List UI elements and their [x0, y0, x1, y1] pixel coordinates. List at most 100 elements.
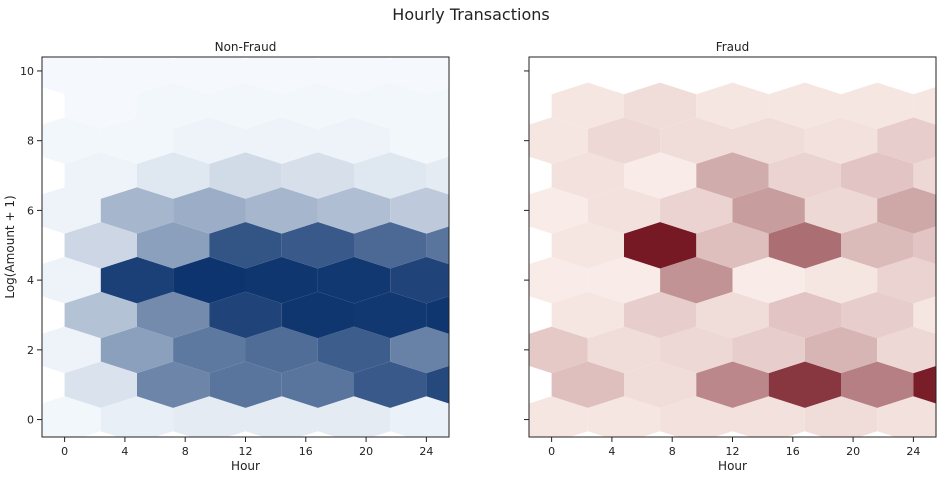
hex-cell [732, 117, 805, 164]
x-tick-label: 0 [61, 445, 68, 458]
hex-cell [100, 187, 174, 234]
hex-cell [768, 291, 841, 339]
hexbin-cells [529, 82, 936, 437]
x-tick-label: 24 [419, 445, 433, 458]
hex-cell [551, 82, 624, 129]
hex-cell [390, 187, 449, 234]
hex-cell [660, 396, 733, 437]
x-axis-label: Hour [231, 459, 260, 473]
hex-cell [173, 117, 246, 164]
hex-cell [354, 222, 427, 269]
hex-cell [42, 57, 101, 95]
hex-cell [587, 117, 661, 164]
hex-cell [877, 117, 936, 164]
hex-cell [624, 152, 697, 199]
hex-cell [426, 226, 449, 265]
hexbin-cells [42, 57, 449, 437]
hex-cell [913, 226, 936, 265]
hex-cell [732, 256, 805, 304]
hex-cell [877, 326, 936, 374]
hex-cell [877, 396, 936, 437]
y-tick-label: 2 [27, 344, 34, 357]
hex-cell [804, 187, 878, 234]
y-tick-label: 8 [27, 135, 34, 148]
hex-cell [696, 291, 769, 339]
hex-cell [281, 361, 354, 408]
hex-cell [245, 326, 318, 374]
hex-cell [137, 222, 210, 269]
hex-cell [587, 256, 661, 304]
hex-cell [660, 187, 733, 234]
hex-cell [841, 291, 914, 339]
x-tick-label: 4 [121, 445, 128, 458]
hex-cell [529, 396, 588, 437]
hex-cell [551, 361, 624, 408]
hex-cell [137, 291, 210, 339]
x-tick-label: 12 [726, 445, 740, 458]
hex-cell [841, 222, 914, 269]
hex-cell [42, 187, 101, 234]
hex-cell [209, 82, 282, 129]
hex-cell [42, 256, 101, 304]
hex-cell [137, 82, 210, 129]
hex-cell [209, 152, 282, 199]
hex-cell [64, 82, 137, 129]
hex-cell [804, 256, 878, 304]
hex-cell [137, 152, 210, 199]
y-tick-label: 4 [27, 274, 34, 287]
hex-cell [426, 86, 449, 125]
hex-cell [42, 326, 101, 374]
hex-cell [173, 57, 246, 95]
hex-cell [768, 222, 841, 269]
hex-cell [390, 326, 449, 374]
hex-cell [696, 222, 769, 269]
hex-cell [587, 326, 661, 374]
panel-fraud: Fraud 0 4 8 12 16 20 24 Hour [524, 40, 937, 473]
hex-cell [696, 82, 769, 129]
y-axis-label: Log(Amount + 1) [3, 195, 17, 298]
hex-cell [317, 326, 391, 374]
hex-cell [624, 82, 697, 129]
hex-cell [100, 57, 174, 95]
hex-cell [913, 156, 936, 195]
hex-cell [100, 326, 174, 374]
hex-cell [281, 152, 354, 199]
hex-cell [354, 152, 427, 199]
hex-cell [64, 152, 137, 199]
hex-cell [551, 152, 624, 199]
hex-cell [281, 222, 354, 269]
hex-cell [245, 396, 318, 437]
x-tick-label: 20 [359, 445, 373, 458]
hex-cell [209, 361, 282, 408]
figure-title: Hourly Transactions [392, 5, 549, 24]
hex-cell [245, 187, 318, 234]
x-tick-label: 24 [906, 445, 920, 458]
hex-cell [426, 296, 449, 334]
x-tick-label: 20 [846, 445, 860, 458]
hex-cell [245, 256, 318, 304]
hex-cell [173, 396, 246, 437]
hex-cell [529, 326, 588, 374]
hex-cell [209, 291, 282, 339]
hex-cell [624, 291, 697, 339]
hex-cell [587, 396, 661, 437]
hex-cell [317, 57, 391, 95]
hex-cell [173, 187, 246, 234]
hex-cell [100, 256, 174, 304]
hex-cell [768, 82, 841, 129]
y-tick-label: 6 [27, 204, 34, 217]
hex-cell [696, 152, 769, 199]
hex-cell [64, 291, 137, 339]
hex-cell [804, 396, 878, 437]
hex-cell [281, 291, 354, 339]
hex-cell [209, 222, 282, 269]
hex-cell [64, 361, 137, 408]
hex-cell [913, 86, 936, 125]
hex-cell [426, 365, 449, 404]
x-tick-label: 4 [608, 445, 615, 458]
hex-cell [913, 296, 936, 334]
hex-cell [317, 256, 391, 304]
hex-cell [245, 117, 318, 164]
